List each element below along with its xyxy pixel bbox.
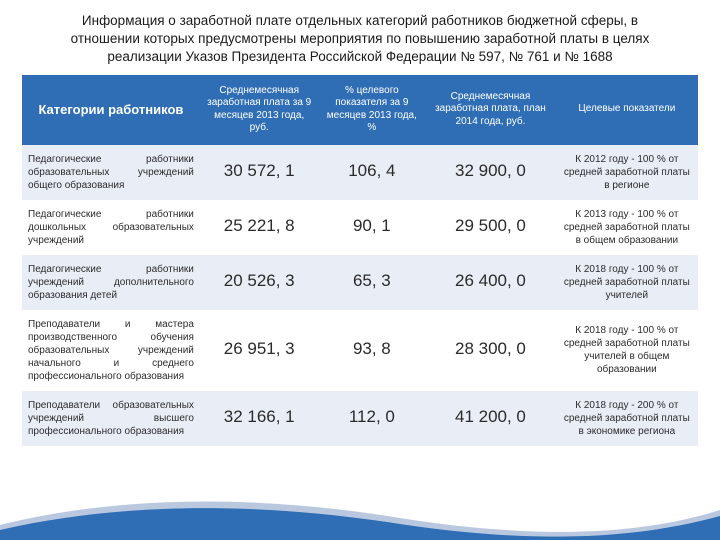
col-header-category: Категории работников: [22, 75, 200, 145]
cell-value: 112, 0: [318, 391, 425, 446]
footer-swoosh: [0, 480, 720, 540]
cell-target: К 2013 году - 100 % от средней заработно…: [556, 200, 698, 255]
cell-value: 25 221, 8: [200, 200, 319, 255]
cell-category: Преподаватели образовательных учреждений…: [22, 391, 200, 446]
table-row: Преподаватели образовательных учреждений…: [22, 391, 698, 446]
cell-value: 41 200, 0: [425, 391, 555, 446]
cell-value: 20 526, 3: [200, 255, 319, 310]
cell-target: К 2012 году - 100 % от средней заработно…: [556, 145, 698, 200]
cell-category: Педагогические работники дошкольных обра…: [22, 200, 200, 255]
table-row: Педагогические работники учреждений допо…: [22, 255, 698, 310]
cell-value: 32 900, 0: [425, 145, 555, 200]
table-row: Преподаватели и мастера производственног…: [22, 310, 698, 391]
page-title: Информация о заработной плате отдельных …: [0, 0, 720, 75]
table-row: Педагогические работники дошкольных обра…: [22, 200, 698, 255]
cell-value: 32 166, 1: [200, 391, 319, 446]
cell-value: 90, 1: [318, 200, 425, 255]
cell-value: 30 572, 1: [200, 145, 319, 200]
cell-target: К 2018 году - 100 % от средней заработно…: [556, 255, 698, 310]
col-header-salary-2014: Среднемесячная заработная плата, план 20…: [425, 75, 555, 145]
cell-value: 26 951, 3: [200, 310, 319, 391]
table-header-row: Категории работников Среднемесячная зара…: [22, 75, 698, 145]
cell-value: 28 300, 0: [425, 310, 555, 391]
swoosh-band: [0, 508, 720, 540]
col-header-salary-2013: Среднемесячная заработная плата за 9 мес…: [200, 75, 319, 145]
cell-value: 29 500, 0: [425, 200, 555, 255]
cell-category: Педагогические работники учреждений допо…: [22, 255, 200, 310]
cell-target: К 2018 году - 100 % от средней заработно…: [556, 310, 698, 391]
salary-table: Категории работников Среднемесячная зара…: [22, 75, 698, 446]
table-row: Педагогические работники образовательных…: [22, 145, 698, 200]
cell-value: 26 400, 0: [425, 255, 555, 310]
table-container: Категории работников Среднемесячная зара…: [0, 75, 720, 446]
col-header-targets: Целевые показатели: [556, 75, 698, 145]
cell-category: Преподаватели и мастера производственног…: [22, 310, 200, 391]
swoosh-shadow: [0, 502, 720, 540]
cell-category: Педагогические работники образовательных…: [22, 145, 200, 200]
cell-value: 106, 4: [318, 145, 425, 200]
cell-value: 65, 3: [318, 255, 425, 310]
cell-target: К 2018 году - 200 % от средней заработно…: [556, 391, 698, 446]
col-header-percent: % целевого показателя за 9 месяцев 2013 …: [318, 75, 425, 145]
cell-value: 93, 8: [318, 310, 425, 391]
